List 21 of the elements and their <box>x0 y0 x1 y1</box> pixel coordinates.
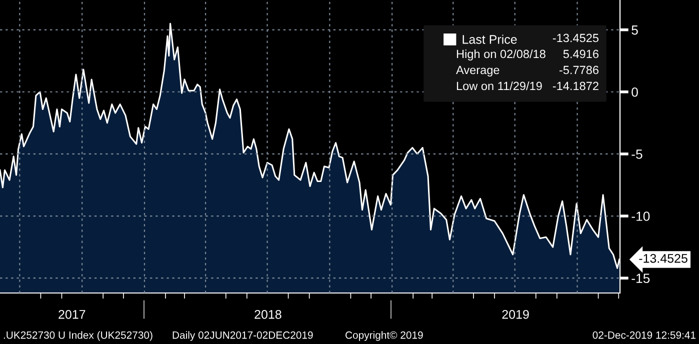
text: Daily 02JUN2017-02DEC2019 <box>172 331 313 341</box>
y-tick-label: -15 <box>632 274 650 284</box>
annotation: -14.1872 <box>552 82 598 90</box>
annotation: 5.4916 <box>563 50 598 58</box>
x-tick-label: 2019 <box>502 310 529 319</box>
x-tick-label: 2018 <box>254 310 282 319</box>
y-tick-label: -5 <box>632 150 642 159</box>
y-tick-label: 5 <box>632 26 638 35</box>
legend-label: Last Price <box>462 34 517 44</box>
y-tick-label: 0 <box>632 87 638 97</box>
annotation: -13.4525 <box>552 34 599 42</box>
annotation: Average <box>456 66 500 77</box>
text: .UK252730 U Index (UK252730) <box>4 331 152 341</box>
text: Copyright© 2019 <box>346 331 423 341</box>
annotation: -5.7786 <box>559 66 598 74</box>
annotation: Low on 11/29/19 <box>456 82 542 90</box>
y-tick-label: -10 <box>632 212 650 221</box>
annotation: High on 02/08/18 <box>456 50 546 61</box>
text: 02-Dec-2019 12:59:41 <box>592 331 696 339</box>
annotation: -13.4525 <box>639 254 688 263</box>
x-tick-label: 2017 <box>58 310 86 319</box>
